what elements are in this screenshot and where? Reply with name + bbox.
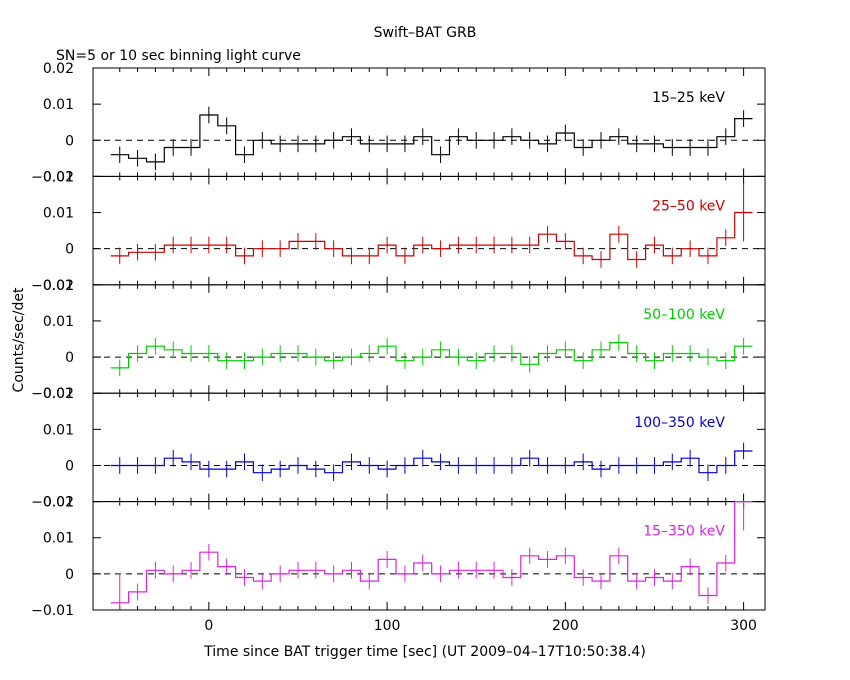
- x-tick-label: 200: [552, 618, 579, 634]
- y-tick-label: 0.01: [43, 206, 74, 222]
- panel-1: −0.01 0 0.01 0.02 15–25 keV: [31, 61, 766, 185]
- y-tick-label: 0.02: [43, 386, 74, 402]
- chart-title: Swift–BAT GRB: [374, 25, 477, 41]
- y-tick-label: 0.01: [43, 531, 74, 547]
- series-label: 25–50 keV: [652, 198, 725, 214]
- y-tick-label: 0.02: [43, 61, 74, 77]
- panel-3: −0.01 0 0.01 0.02 50–100 keV: [31, 278, 766, 402]
- y-axis-label: Counts/sec/det: [11, 287, 27, 392]
- chart-subtitle: SN=5 or 10 sec binning light curve: [56, 48, 301, 64]
- series-label: 15–25 keV: [652, 90, 725, 106]
- panel-4: −0.01 0 0.01 0.02 100–350 keV: [31, 386, 766, 511]
- series-step-line: [110, 450, 753, 474]
- y-tick-label: −0.01: [31, 495, 74, 511]
- series-step-line: [110, 501, 753, 604]
- y-tick-label: 0.01: [43, 97, 74, 113]
- series-step-line: [110, 114, 753, 163]
- panels-group: −0.01 0 0.01 0.02 15–25 keV −0.01 0 0.01 0.02 25–…: [31, 61, 766, 634]
- panel-2: −0.01 0 0.01 0.02 25–50 keV: [31, 169, 766, 294]
- panel-frame: [92, 67, 766, 177]
- x-tick-label: 300: [730, 618, 757, 634]
- y-tick-label: 0.02: [43, 278, 74, 294]
- panel-frame: [92, 392, 766, 503]
- y-tick-label: −0.01: [31, 278, 74, 294]
- panel-frame: [92, 284, 766, 394]
- y-tick-label: −0.01: [31, 169, 74, 185]
- x-tick-label: 0: [204, 618, 213, 634]
- y-tick-label: 0.02: [43, 495, 74, 511]
- y-tick-label: 0.01: [43, 422, 74, 438]
- y-tick-label: 0: [65, 242, 74, 258]
- y-tick-label: 0: [65, 458, 74, 474]
- y-tick-label: 0.01: [43, 314, 74, 330]
- series-label: 50–100 keV: [643, 307, 725, 323]
- y-tick-label: −0.01: [31, 603, 74, 619]
- y-tick-label: 0: [65, 350, 74, 366]
- y-tick-label: 0.02: [43, 169, 74, 185]
- series-step-line: [110, 342, 753, 369]
- panel-5: −0.01 0 0.01 0.02 0 100 200 300 15–350 keV: [31, 495, 766, 634]
- y-tick-label: 0: [65, 567, 74, 583]
- series-label: 100–350 keV: [634, 415, 725, 431]
- panel-frame: [92, 175, 766, 286]
- panel-frame: [92, 501, 766, 611]
- series-label: 15–350 keV: [643, 524, 725, 540]
- y-tick-label: 0: [65, 133, 74, 149]
- x-tick-label: 100: [374, 618, 401, 634]
- x-axis-label: Time since BAT trigger time [sec] (UT 20…: [203, 644, 646, 660]
- series-step-line: [110, 211, 753, 261]
- y-tick-label: −0.01: [31, 386, 74, 402]
